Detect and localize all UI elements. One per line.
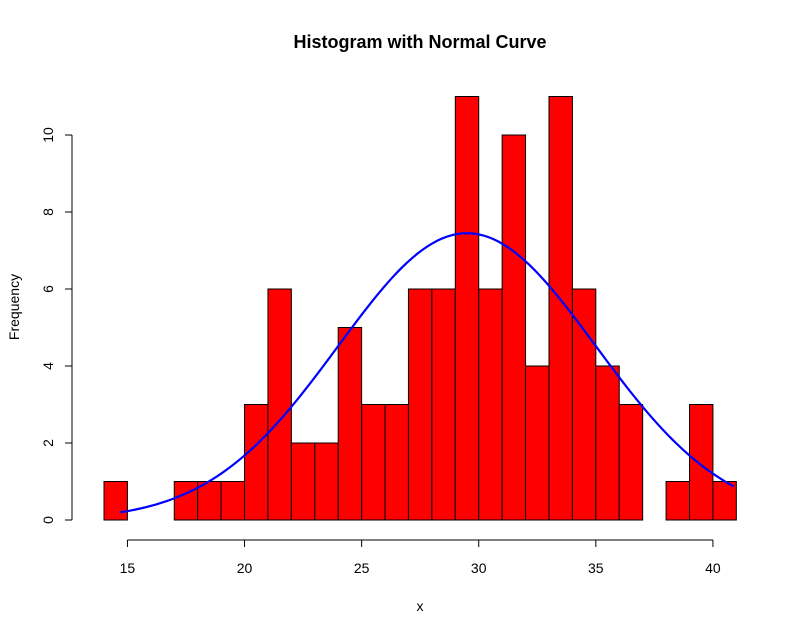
x-tick-label: 30	[471, 560, 487, 576]
histogram-bar	[197, 481, 222, 521]
histogram-bar	[220, 481, 246, 521]
x-axis-label: x	[417, 598, 424, 614]
histogram-bar	[314, 442, 339, 521]
y-axis: 0 2 4 6 8 10	[40, 127, 73, 524]
x-tick-label: 15	[120, 560, 136, 576]
y-tick-label: 6	[40, 285, 56, 293]
y-tick-label: 10	[40, 127, 56, 143]
x-axis: 15 20 25 30 35 40	[120, 539, 721, 576]
histogram-bar	[501, 134, 527, 521]
normal-curve-line	[120, 232, 735, 514]
histogram-bar	[478, 288, 503, 521]
histogram-bar	[267, 288, 292, 521]
histogram-bar	[618, 404, 644, 521]
histogram-bar	[384, 404, 409, 521]
histogram-bar	[712, 481, 737, 521]
histogram-bar	[337, 327, 363, 521]
histogram-bar	[689, 404, 714, 521]
y-tick-label: 0	[40, 516, 56, 524]
histogram-bar	[454, 96, 480, 521]
x-tick-label: 40	[705, 560, 721, 576]
chart-title: Histogram with Normal Curve	[293, 32, 546, 52]
histogram-bar	[665, 481, 691, 521]
y-tick-label: 8	[40, 208, 56, 216]
y-tick-label: 4	[40, 362, 56, 370]
histogram-bar	[407, 288, 433, 521]
histogram-bar	[548, 96, 573, 521]
y-axis-label: Frequency	[6, 274, 22, 340]
histogram-bar	[595, 365, 620, 521]
histogram-bar	[290, 442, 316, 521]
histogram-bar	[431, 288, 456, 521]
histogram-bar	[571, 288, 597, 521]
histogram-bar	[103, 481, 128, 521]
histogram-bar	[244, 404, 269, 521]
x-tick-label: 20	[237, 560, 253, 576]
histogram-bar	[361, 404, 386, 521]
histogram-bar	[173, 481, 199, 521]
x-tick-label: 25	[354, 560, 370, 576]
histogram-bar	[525, 365, 550, 521]
y-tick-label: 2	[40, 439, 56, 447]
x-tick-label: 35	[588, 560, 604, 576]
bars-group	[103, 96, 737, 521]
